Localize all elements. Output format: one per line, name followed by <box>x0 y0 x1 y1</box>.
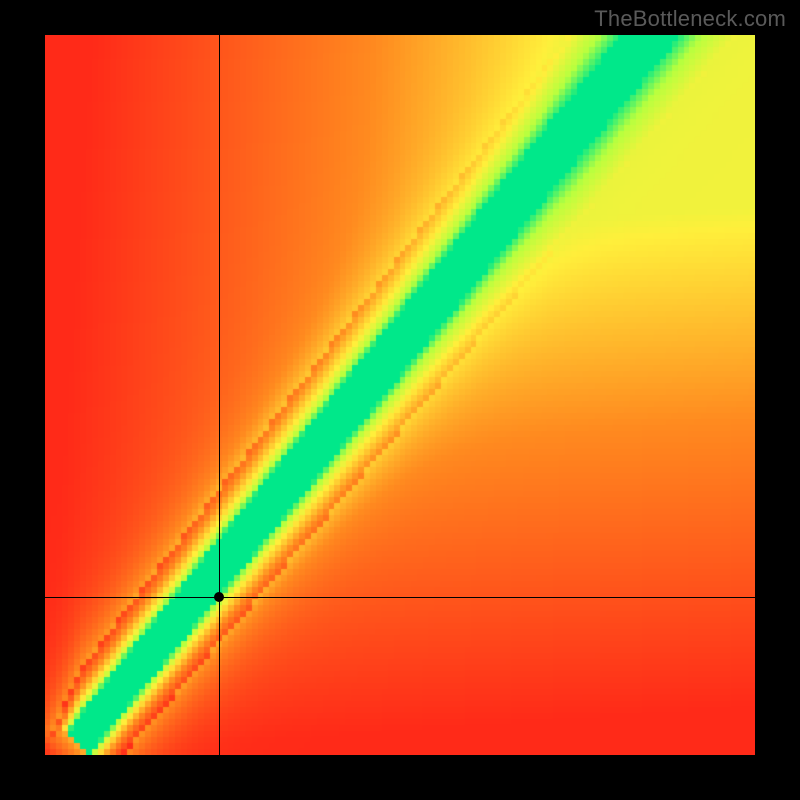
chart-container: TheBottleneck.com <box>0 0 800 800</box>
watermark-text: TheBottleneck.com <box>594 6 786 32</box>
crosshair-horizontal <box>45 597 755 598</box>
crosshair-vertical <box>219 35 220 755</box>
crosshair-marker <box>214 592 224 602</box>
bottleneck-heatmap <box>45 35 755 755</box>
